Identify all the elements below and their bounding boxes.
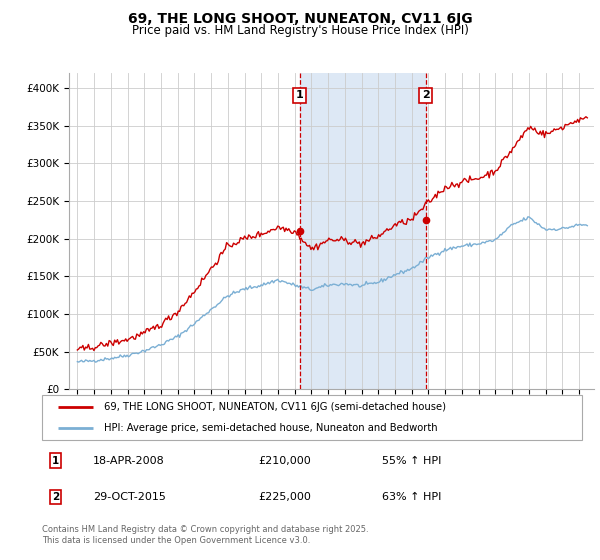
Text: 69, THE LONG SHOOT, NUNEATON, CV11 6JG (semi-detached house): 69, THE LONG SHOOT, NUNEATON, CV11 6JG (…	[104, 402, 446, 412]
Text: 1: 1	[52, 456, 59, 465]
Text: Contains HM Land Registry data © Crown copyright and database right 2025.
This d: Contains HM Land Registry data © Crown c…	[42, 525, 368, 545]
Text: 69, THE LONG SHOOT, NUNEATON, CV11 6JG: 69, THE LONG SHOOT, NUNEATON, CV11 6JG	[128, 12, 472, 26]
Text: HPI: Average price, semi-detached house, Nuneaton and Bedworth: HPI: Average price, semi-detached house,…	[104, 423, 438, 433]
Text: 29-OCT-2015: 29-OCT-2015	[94, 492, 166, 502]
Bar	[300, 73, 425, 389]
Text: £210,000: £210,000	[258, 456, 311, 465]
Text: 2: 2	[422, 90, 430, 100]
Text: £225,000: £225,000	[258, 492, 311, 502]
Text: 1: 1	[296, 90, 304, 100]
FancyBboxPatch shape	[42, 395, 582, 440]
Text: 63% ↑ HPI: 63% ↑ HPI	[382, 492, 442, 502]
Text: 2: 2	[52, 492, 59, 502]
Text: 55% ↑ HPI: 55% ↑ HPI	[382, 456, 442, 465]
Text: 18-APR-2008: 18-APR-2008	[94, 456, 165, 465]
Text: Price paid vs. HM Land Registry's House Price Index (HPI): Price paid vs. HM Land Registry's House …	[131, 24, 469, 36]
